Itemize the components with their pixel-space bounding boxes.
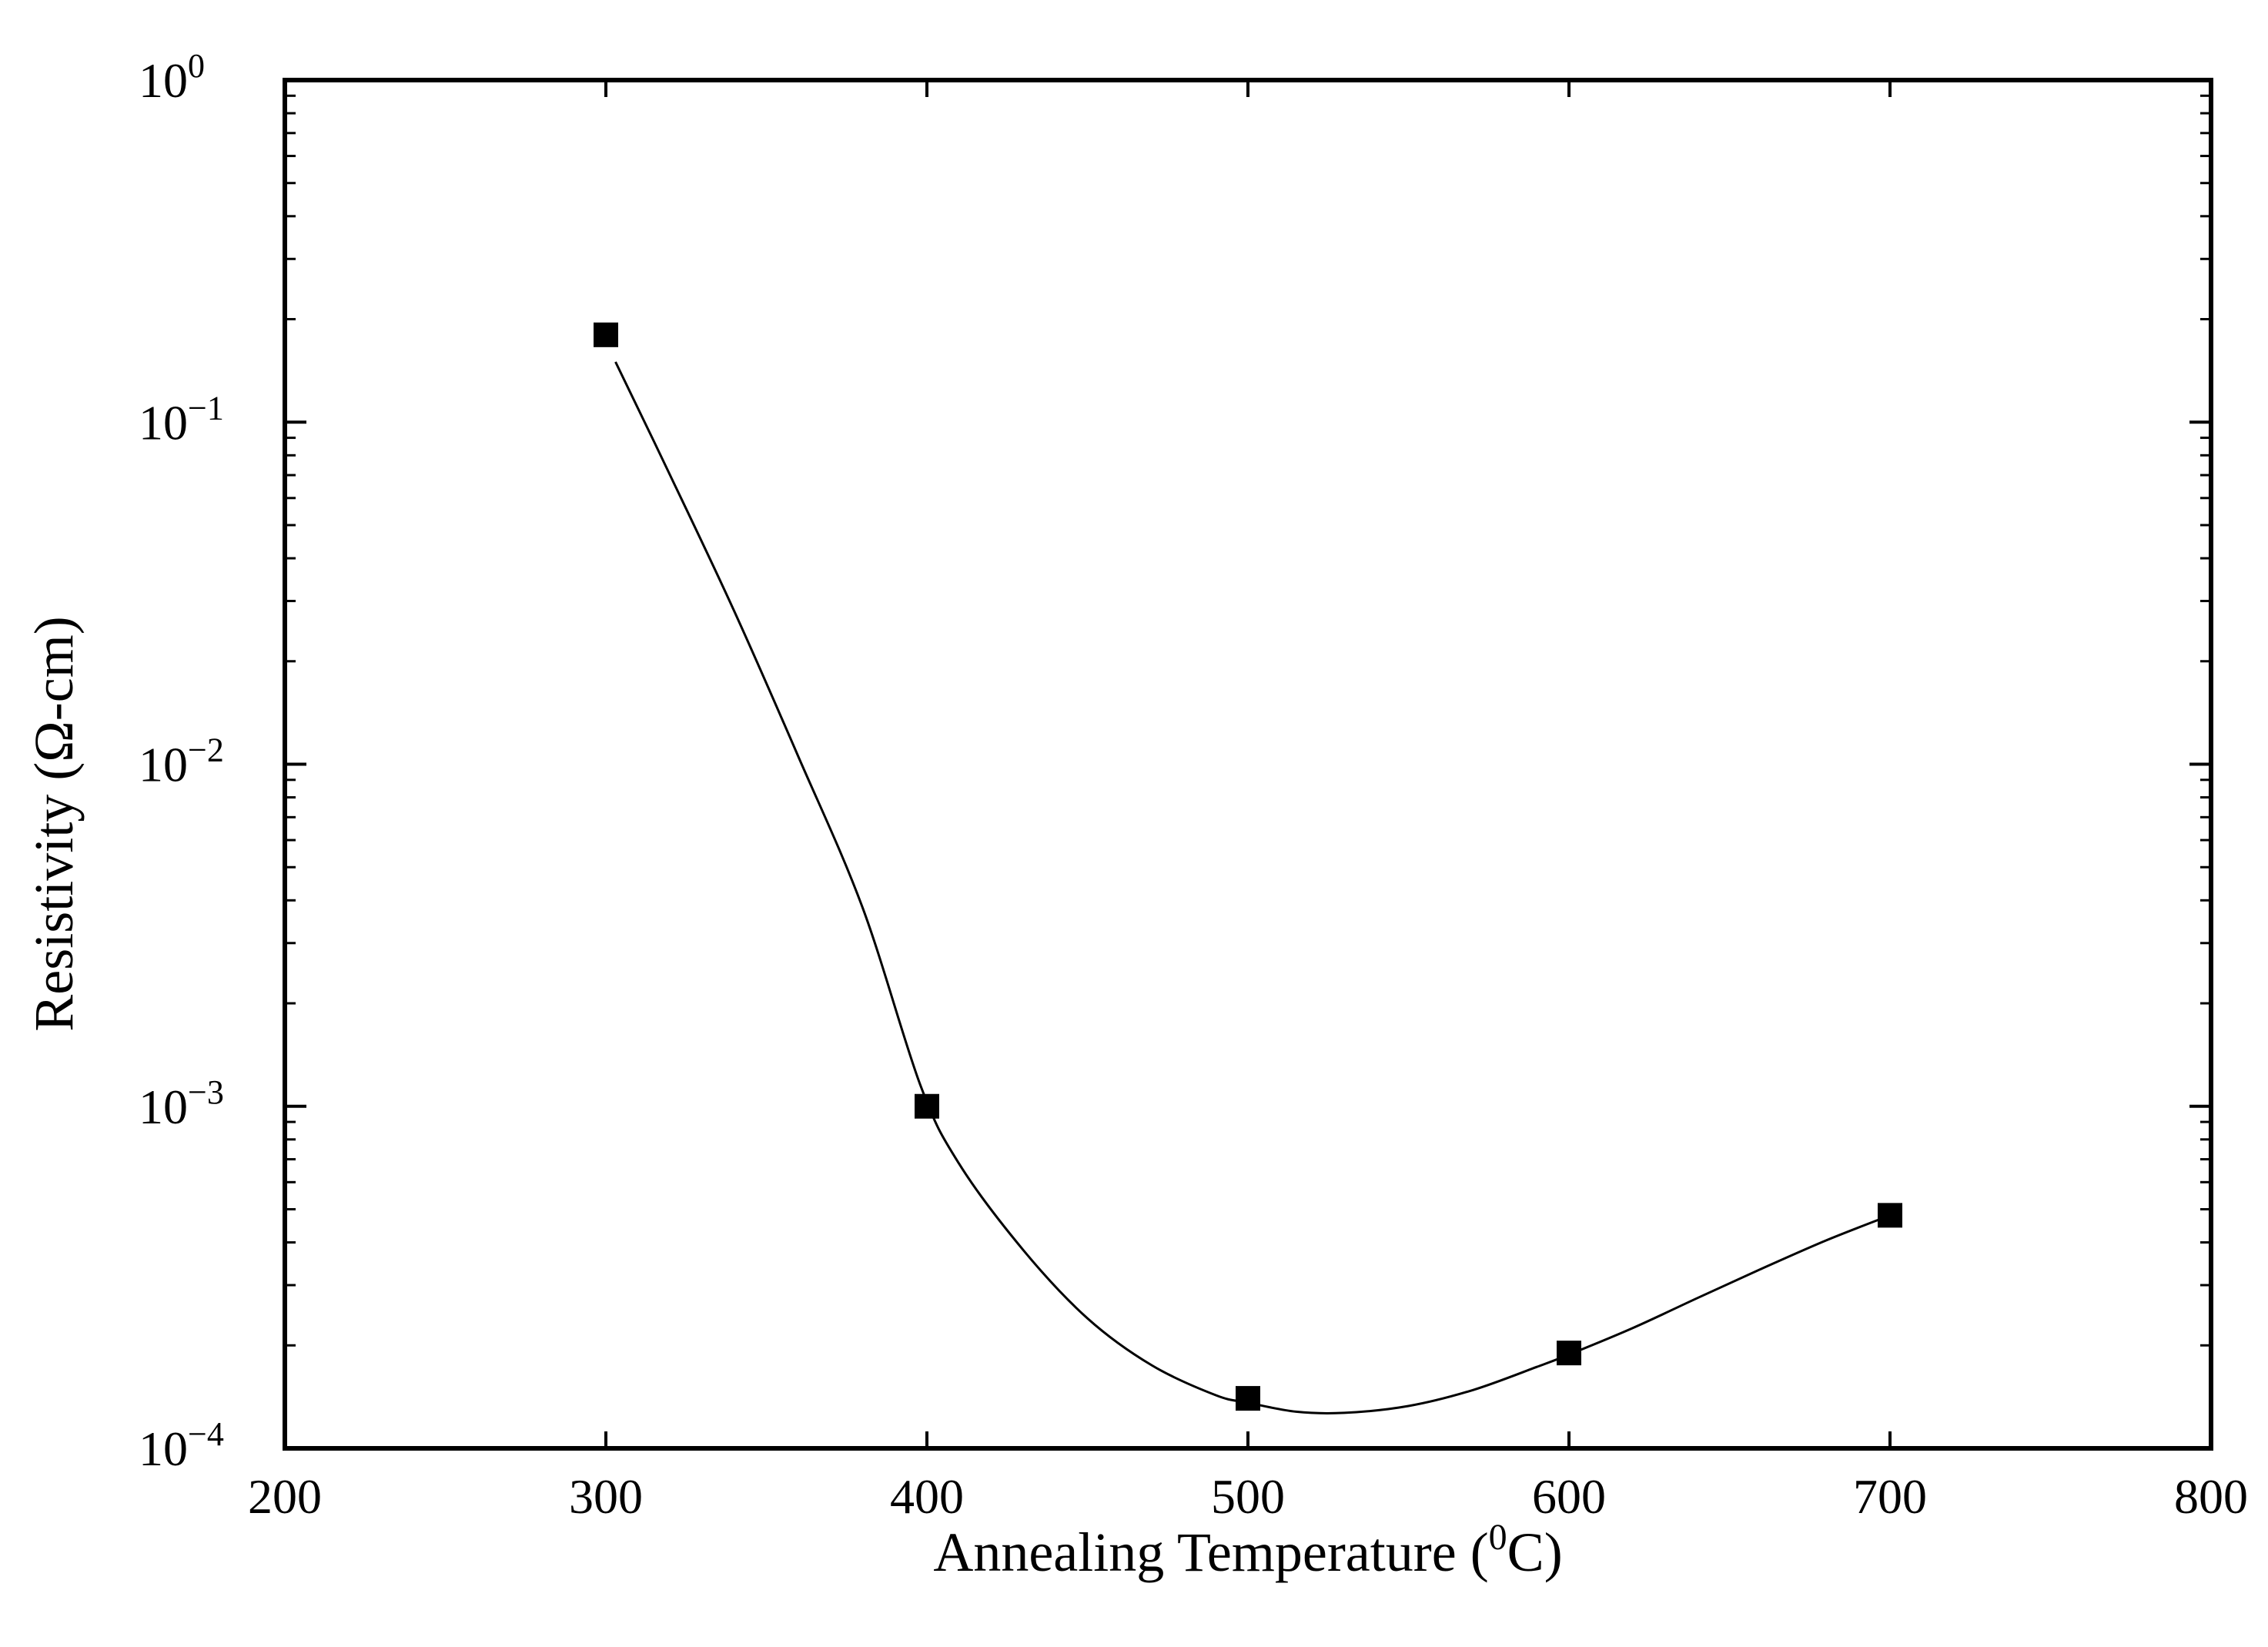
- y-tick-exponent: −2: [188, 731, 224, 769]
- plot-area-frame: [283, 78, 2213, 1451]
- y-tick-exponent: −3: [188, 1073, 224, 1111]
- x-tick-labels: 200 300 400 500 600 700 800: [248, 1469, 2248, 1524]
- data-point-400: [915, 1093, 939, 1119]
- x-axis-label-end: C): [1507, 1521, 1563, 1583]
- x-tick-label: 800: [2174, 1469, 2248, 1524]
- x-tick-label: 200: [248, 1469, 322, 1524]
- x-tick-label: 700: [1853, 1469, 1927, 1524]
- y-tick-label: 10−4: [139, 1415, 224, 1476]
- data-point-600: [1557, 1341, 1581, 1366]
- y-tick-label: 10−3: [139, 1073, 224, 1134]
- y-axis-label: Resistivity (Ω-cm): [23, 616, 85, 1031]
- y-tick-exponent: −4: [188, 1415, 224, 1453]
- y-tick-base: 10: [139, 53, 188, 108]
- fit-curve: [614, 361, 1891, 1415]
- y-tick-base: 10: [139, 395, 188, 450]
- y-tick-base: 10: [139, 738, 188, 792]
- x-axis-label-sup: 0: [1489, 1517, 1507, 1558]
- y-tick-exponent: 0: [188, 47, 205, 85]
- x-tick-label: 600: [1532, 1469, 1606, 1524]
- data-point-700: [1878, 1203, 1902, 1228]
- x-tick-label: 300: [569, 1469, 643, 1524]
- x-axis-label-main: Annealing Temperature (: [933, 1521, 1488, 1583]
- y-tick-base: 10: [139, 1080, 188, 1134]
- y-tick-base: 10: [139, 1421, 188, 1476]
- y-tick-exponent: −1: [188, 389, 224, 427]
- x-axis-label: Annealing Temperature (0C): [933, 1517, 1562, 1583]
- y-tick-label: 10−1: [139, 389, 224, 450]
- x-tick-label: 400: [890, 1469, 964, 1524]
- data-markers: [594, 322, 1902, 1411]
- y-tick-label: 10−2: [139, 731, 224, 792]
- x-tick-label: 500: [1211, 1469, 1285, 1524]
- data-point-500: [1236, 1386, 1260, 1411]
- y-tick-label: 100: [139, 47, 205, 108]
- data-point-300: [594, 322, 618, 347]
